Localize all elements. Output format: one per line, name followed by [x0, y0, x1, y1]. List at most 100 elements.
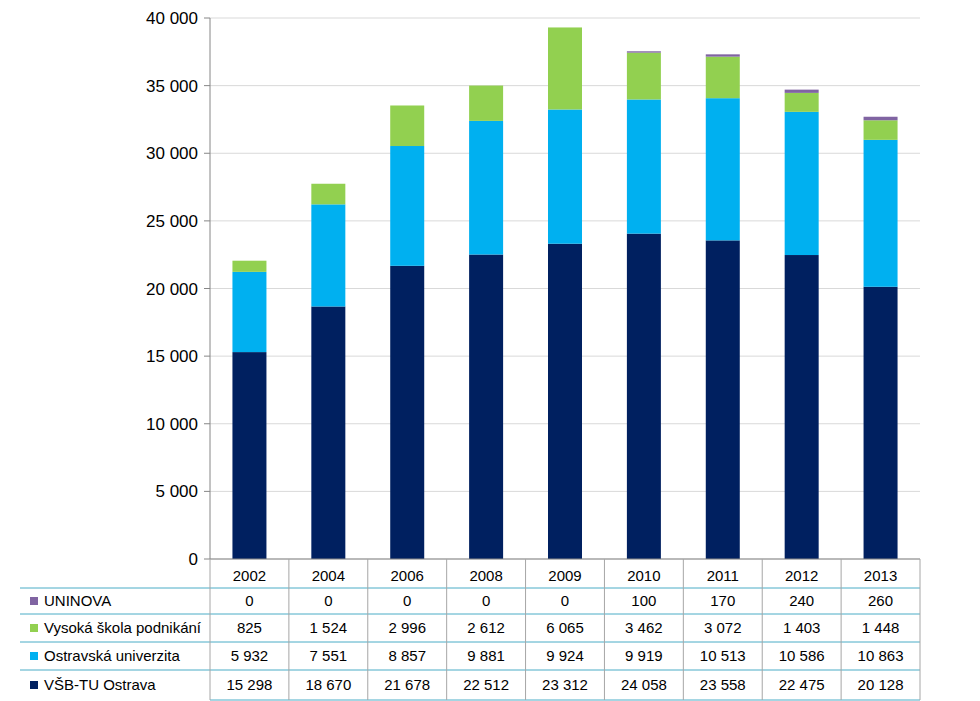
table-value: 9 881: [467, 647, 505, 664]
table-value: 23 558: [700, 676, 746, 693]
table-column-line: [525, 559, 526, 700]
table-value: 20 128: [858, 676, 904, 693]
table-value: 5 932: [231, 647, 269, 664]
bars: [232, 27, 897, 559]
bar-segment: [627, 53, 661, 100]
table-value: 24 058: [621, 676, 667, 693]
bar-segment: [706, 54, 740, 56]
tick-mark: [204, 18, 210, 19]
bar-segment: [548, 244, 582, 559]
tick-label: 5 000: [155, 482, 198, 501]
bar-segment: [390, 105, 424, 106]
table-line: [210, 700, 920, 701]
category-label: 2004: [312, 567, 345, 584]
table-column-line: [920, 559, 921, 700]
bar-segment: [232, 261, 266, 272]
tick-label: 30 000: [146, 144, 198, 163]
tick-label: 40 000: [146, 9, 198, 28]
tick-mark: [204, 220, 210, 221]
table-value: 0: [403, 592, 411, 609]
category-label: 2006: [391, 567, 424, 584]
x-axis-line: [210, 559, 920, 560]
tick-label: 0: [189, 550, 198, 569]
table-value: 240: [789, 592, 814, 609]
tick-label: 20 000: [146, 280, 198, 299]
legend-label: Vysoká škola podnikání: [44, 619, 202, 636]
category-label: 2010: [627, 567, 660, 584]
table-value: 1 448: [862, 619, 900, 636]
grid-line: [210, 559, 920, 560]
legend-swatch: [30, 597, 38, 605]
tick-label: 15 000: [146, 347, 198, 366]
table-value: 170: [710, 592, 735, 609]
table-column-line: [446, 559, 447, 700]
bar-segment: [627, 234, 661, 559]
table-value: 21 678: [384, 676, 430, 693]
table-column-line: [604, 559, 605, 700]
table-line: [20, 614, 920, 615]
table-value: 0: [482, 592, 490, 609]
tick-mark: [204, 288, 210, 289]
bar-segment: [469, 85, 503, 86]
table-value: 22 512: [463, 676, 509, 693]
category-label: 2008: [469, 567, 502, 584]
tick-label: 10 000: [146, 415, 198, 434]
table-value: 18 670: [305, 676, 351, 693]
table-value: 6 065: [546, 619, 584, 636]
bar-segment: [548, 109, 582, 243]
bar-segment: [785, 93, 819, 112]
table-line: [20, 588, 920, 589]
category-label: 2012: [785, 567, 818, 584]
table-value: 8 857: [388, 647, 426, 664]
bar-segment: [627, 51, 661, 52]
table-value: 22 475: [779, 676, 825, 693]
table-value: 0: [324, 592, 332, 609]
table-value: 3 462: [625, 619, 663, 636]
bar-segment: [232, 260, 266, 261]
category-label: 2013: [864, 567, 897, 584]
legend-swatch: [30, 681, 38, 689]
tick-mark: [204, 85, 210, 86]
bar-segment: [864, 287, 898, 559]
table-line: [20, 642, 920, 643]
table-value: 3 072: [704, 619, 742, 636]
table-value: 10 863: [858, 647, 904, 664]
y-axis-line: [210, 18, 211, 559]
table-value: 15 298: [226, 676, 272, 693]
table-value: 1 403: [783, 619, 821, 636]
tick-mark: [204, 491, 210, 492]
table-column-line: [841, 559, 842, 700]
table-column-line: [210, 559, 211, 700]
tick-mark: [204, 153, 210, 154]
bar-segment: [469, 255, 503, 559]
chart: 0 5 000 10 000 15 000 20 000 25 000 30 000 35 0…: [0, 0, 980, 701]
bar-segment: [785, 90, 819, 93]
tick-label: 25 000: [146, 212, 198, 231]
legend-label: VŠB-TU Ostrava: [44, 676, 156, 693]
table-value: 0: [561, 592, 569, 609]
category-label: 2011: [707, 567, 739, 584]
bar-segment: [311, 183, 345, 184]
data-table: 2002 2004 2006 2008 2009 2010 2011 2012 2013 VŠB-…: [20, 559, 920, 700]
table-line: [20, 670, 920, 671]
bar-segment: [311, 306, 345, 559]
table-value: 825: [237, 619, 262, 636]
bar-segment: [548, 27, 582, 109]
table-value: 9 919: [625, 647, 663, 664]
y-axis: 0 5 000 10 000 15 000 20 000 25 000 30 000 35 0…: [146, 9, 920, 569]
table-value: 100: [631, 592, 656, 609]
table-column-line: [367, 559, 368, 700]
bar-segment: [390, 146, 424, 266]
category-label: 2009: [548, 567, 581, 584]
bar-segment: [311, 184, 345, 205]
bar-segment: [864, 120, 898, 140]
bar-segment: [232, 352, 266, 559]
table-value: 7 551: [310, 647, 348, 664]
table-value: 2 612: [467, 619, 505, 636]
category-label: 2002: [233, 567, 266, 584]
table-value: 0: [245, 592, 253, 609]
table-value: 260: [868, 592, 893, 609]
bar-segment: [706, 57, 740, 99]
tick-label: 35 000: [146, 77, 198, 96]
legend-swatch: [30, 624, 38, 632]
